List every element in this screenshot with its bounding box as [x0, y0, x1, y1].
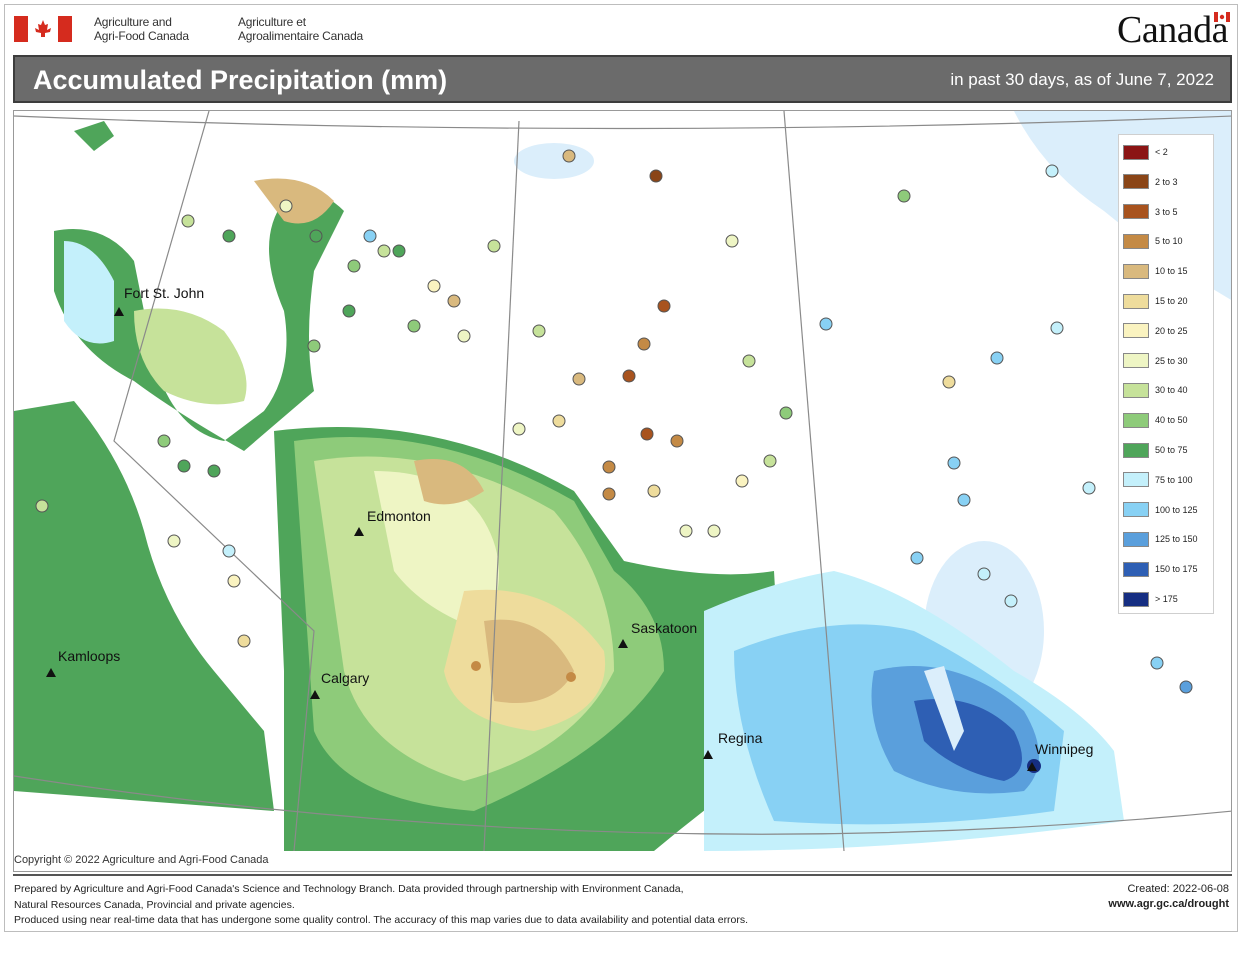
legend-item: 125 to 150: [1123, 528, 1198, 550]
map-graphic: [14, 111, 1231, 871]
legend-swatch: [1123, 382, 1149, 398]
legend-swatch: [1123, 531, 1149, 547]
legend-label: 30 to 40: [1155, 385, 1188, 396]
legend-item: 100 to 125: [1123, 499, 1198, 521]
map-legend: < 2 2 to 3 3 to 5 5 to 10 10 to 15 15 to 20 20…: [1118, 134, 1214, 614]
legend-swatch: [1123, 144, 1149, 160]
city-label-winnipeg: Winnipeg: [1035, 741, 1094, 757]
legend-label: 5 to 10: [1155, 236, 1183, 247]
legend-label: 20 to 25: [1155, 325, 1188, 336]
legend-swatch: [1123, 323, 1149, 339]
legend-swatch: [1123, 591, 1149, 607]
department-name-french: Agriculture et Agroalimentaire Canada: [238, 15, 364, 43]
legend-swatch: [1123, 502, 1149, 518]
legend-item: 5 to 10: [1123, 230, 1183, 252]
legend-label: 25 to 30: [1155, 355, 1188, 366]
legend-label: 2 to 3: [1155, 176, 1178, 187]
legend-label: > 175: [1155, 594, 1178, 604]
city-label-fort-st-john: Fort St. John: [124, 285, 205, 301]
city-label-regina: Regina: [718, 730, 763, 746]
legend-swatch: [1123, 263, 1149, 279]
legend-label: < 2: [1155, 147, 1168, 157]
legend-label: 15 to 20: [1155, 296, 1188, 306]
legend-swatch: [1123, 233, 1149, 249]
legend-swatch: [1123, 412, 1149, 428]
legend-item: 30 to 40: [1123, 379, 1188, 401]
precipitation-map: Fort St. John Edmonton Saskatoon Kamloop…: [13, 110, 1232, 872]
legend-item: < 2: [1123, 141, 1168, 163]
legend-swatch: [1123, 204, 1149, 220]
website-link[interactable]: www.agr.gc.ca/drought: [1108, 898, 1229, 910]
title-bar: Accumulated Precipitation (mm) in past 3…: [13, 55, 1232, 103]
map-title: Accumulated Precipitation (mm): [33, 65, 448, 95]
legend-label: 50 to 75: [1155, 445, 1188, 455]
legend-label: 150 to 175: [1155, 564, 1198, 575]
footer-notes: Prepared by Agriculture and Agri-Food Ca…: [14, 882, 748, 929]
legend-label: 75 to 100: [1155, 474, 1193, 485]
footer-note-line-1: Prepared by Agriculture and Agri-Food Ca…: [14, 883, 684, 895]
footer-divider: [13, 874, 1232, 876]
legend-item: 3 to 5: [1123, 201, 1178, 223]
legend-label: 3 to 5: [1155, 206, 1178, 217]
legend-swatch: [1123, 174, 1149, 190]
city-label-saskatoon: Saskatoon: [631, 620, 698, 636]
legend-label: 40 to 50: [1155, 415, 1188, 426]
legend-item: 10 to 15: [1123, 260, 1188, 282]
map-subtitle: in past 30 days, as of June 7, 2022: [950, 70, 1214, 89]
created-date: Created: 2022-06-08: [1127, 883, 1229, 895]
footer-note-line-2: Natural Resources Canada, Provincial and…: [14, 898, 295, 911]
legend-swatch: [1123, 353, 1149, 369]
city-label-calgary: Calgary: [321, 670, 370, 686]
legend-item: 40 to 50: [1123, 409, 1188, 431]
city-label-edmonton: Edmonton: [367, 508, 431, 524]
canada-wordmark: Canada: [1117, 9, 1228, 51]
legend-item: 2 to 3: [1123, 171, 1178, 193]
legend-label: 10 to 15: [1155, 266, 1188, 277]
legend-item: 20 to 25: [1123, 320, 1188, 342]
legend-item: 25 to 30: [1123, 350, 1188, 372]
legend-item: > 175: [1123, 588, 1178, 610]
legend-item: 150 to 175: [1123, 558, 1198, 580]
legend-item: 75 to 100: [1123, 469, 1193, 491]
city-label-kamloops: Kamloops: [58, 648, 121, 664]
wordmark-flag-icon: [1214, 12, 1230, 22]
legend-label: 100 to 125: [1155, 504, 1198, 515]
footer-created: Created: 2022-06-08 www.agr.gc.ca/drough…: [1108, 882, 1229, 912]
legend-item: 15 to 20: [1123, 290, 1188, 312]
legend-item: 50 to 75: [1123, 439, 1188, 461]
legend-swatch: [1123, 561, 1149, 577]
footer-note-line-3: Produced using near real-time data that …: [14, 914, 749, 926]
copyright-text: Copyright © 2022 Agriculture and Agri-Fo…: [14, 854, 269, 866]
legend-swatch: [1123, 472, 1149, 488]
canada-flag-icon: [14, 16, 72, 42]
legend-swatch: [1123, 442, 1149, 458]
department-name-english: Agriculture and Agri-Food Canada: [94, 15, 189, 43]
legend-label: 125 to 150: [1155, 534, 1198, 545]
legend-swatch: [1123, 293, 1149, 309]
